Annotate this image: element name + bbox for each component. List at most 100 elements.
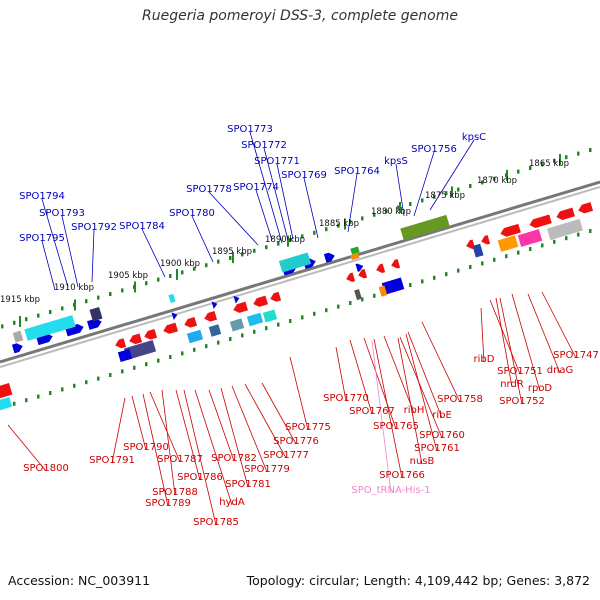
gene-label: SPO1789 [145, 498, 191, 509]
reverse-arrow [270, 291, 282, 302]
leader-line [191, 215, 214, 263]
gene-feature [578, 202, 593, 214]
reverse-arrow [529, 214, 552, 229]
scale-dot [565, 155, 568, 160]
scale-dot [349, 301, 352, 305]
gene-label: SPO1795 [19, 233, 65, 244]
scale-dot [493, 176, 496, 181]
scale-ticks [1, 148, 592, 410]
page-title: Ruegeria pomeroyi DSS-3, complete genome [142, 8, 458, 24]
scale-dot [301, 234, 304, 239]
reverse-arrow [204, 310, 218, 322]
gene-block [497, 235, 519, 252]
gene-block [472, 243, 484, 258]
gene-label: SPO1781 [225, 479, 271, 490]
gene-block [262, 309, 278, 323]
gene-label: SPO1760 [419, 430, 465, 441]
gene-block [229, 318, 245, 332]
gene-block [123, 339, 157, 361]
gene-label: nusB [410, 456, 435, 467]
scale-dot [325, 308, 328, 313]
scale-dot [157, 358, 160, 363]
gene-block [0, 396, 13, 411]
gene-block [208, 324, 222, 337]
gene-feature [129, 333, 143, 345]
gene-label: SPO1786 [177, 472, 223, 483]
scale-dot [61, 387, 64, 392]
gene-label: SPO1776 [273, 436, 319, 447]
gene-label: SPO1767 [349, 406, 395, 417]
scale-dot [181, 270, 184, 275]
gene-features [0, 202, 593, 411]
scale-dot [109, 292, 112, 296]
scale-label: 1910 kbp [54, 283, 94, 293]
gene-feature [376, 263, 386, 274]
leader-line [397, 337, 423, 465]
gene-label: SPO1785 [193, 517, 239, 528]
gene-feature [233, 301, 248, 313]
leader-line [395, 163, 405, 217]
reverse-arrow [376, 263, 386, 274]
scale-dot [265, 326, 268, 331]
gene-label: SPO1788 [152, 487, 198, 498]
scale-dot [121, 288, 124, 293]
scale-dot [421, 279, 424, 284]
gene-label: SPO1800 [23, 463, 69, 474]
leader-line [347, 173, 358, 233]
forward-arrow [87, 318, 102, 330]
scale-dot [373, 293, 376, 298]
gene-label: kpsS [384, 156, 408, 167]
leader-line [142, 393, 169, 507]
gene-label: SPO1765 [373, 421, 419, 432]
gene-feature [500, 223, 521, 237]
gene-block [117, 348, 133, 363]
gene-label: SPO1790 [123, 442, 169, 453]
scale-dot [553, 239, 556, 244]
gene-label: SPO1784 [119, 221, 165, 232]
leader-line [511, 293, 541, 392]
leader-line [405, 333, 438, 452]
gene-label: dnaG [547, 365, 574, 376]
gene-label: kpsC [462, 132, 486, 143]
scale-dot [589, 148, 592, 152]
forward-arrow [323, 252, 335, 263]
gene-feature [163, 322, 178, 334]
scale-dot [37, 313, 40, 318]
scale-dot [289, 319, 292, 323]
scale-label: 1875 kbp [425, 191, 465, 201]
leader-line [303, 177, 319, 239]
gene-block [208, 324, 222, 337]
gene-block [400, 214, 450, 241]
reverse-arrow [358, 268, 368, 279]
scale-dot [313, 311, 316, 316]
reverse-arrow [500, 223, 521, 237]
scale-label: 1890 kbp [265, 235, 305, 245]
gene-label: SPO1787 [157, 454, 203, 465]
gene-block [546, 218, 584, 241]
forward-arrow [355, 263, 364, 272]
scale-dot [457, 187, 460, 192]
scale-dot [217, 340, 220, 345]
scale-label: 1895 kbp [212, 247, 252, 257]
scale-dot [469, 184, 472, 188]
gene-label: SPO1769 [281, 170, 327, 181]
leader-line [111, 397, 126, 464]
gene-block [186, 329, 204, 344]
leader-line [161, 389, 176, 496]
gene-block [381, 277, 405, 295]
leader-line [495, 297, 513, 388]
scale-dot [277, 322, 280, 327]
gene-feature [115, 338, 127, 349]
leader-line [363, 337, 397, 430]
gene-feature [529, 214, 552, 229]
gene-label: SPO1771 [254, 156, 300, 167]
leader-line [276, 163, 294, 240]
gene-feature [184, 316, 198, 328]
scale-dot [25, 398, 28, 403]
reverse-arrow [144, 328, 158, 340]
gene-feature [211, 301, 218, 310]
gene-label: SPO1774 [233, 182, 279, 193]
scale-dot [409, 202, 412, 206]
leader-line [249, 131, 283, 244]
gene-label: SPO1752 [499, 396, 545, 407]
